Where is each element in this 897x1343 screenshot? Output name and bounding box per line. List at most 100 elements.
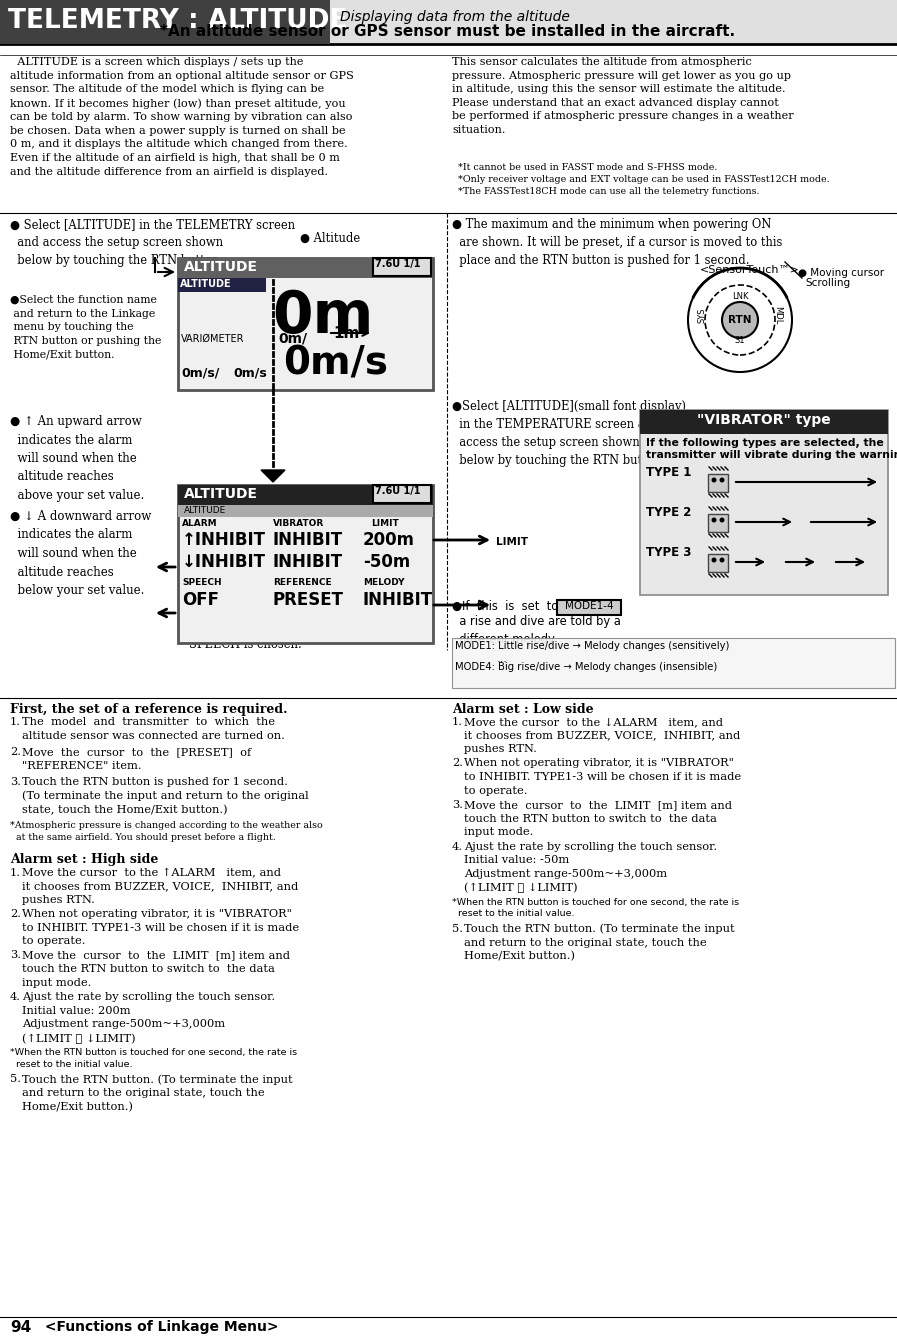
Text: 1.: 1. [452, 717, 463, 727]
Text: ●The ON/OFF switch of
   SPEECH is chosen.: ●The ON/OFF switch of SPEECH is chosen. [178, 620, 319, 651]
Text: <Functions of Linkage Menu>: <Functions of Linkage Menu> [40, 1320, 278, 1334]
FancyBboxPatch shape [708, 555, 728, 572]
FancyBboxPatch shape [373, 485, 431, 504]
FancyBboxPatch shape [178, 278, 266, 291]
Text: ALTITUDE is a screen which displays / sets up the
altitude information from an o: ALTITUDE is a screen which displays / se… [10, 56, 354, 177]
FancyBboxPatch shape [640, 410, 888, 595]
Text: 1.: 1. [10, 717, 21, 727]
Text: Move the cursor  to the ↑ALARM   item, and
it chooses from BUZZER, VOICE,  INHIB: Move the cursor to the ↑ALARM item, and … [22, 868, 298, 905]
Text: Move  the  cursor  to  the  [PRESET]  of
"REFERENCE" item.: Move the cursor to the [PRESET] of "REFE… [22, 747, 251, 771]
Text: RTN: RTN [728, 316, 752, 325]
Text: REFERENCE: REFERENCE [273, 577, 332, 587]
Text: The  model  and  transmitter  to  which  the
altitude sensor was connected are t: The model and transmitter to which the a… [22, 717, 285, 740]
Circle shape [719, 517, 725, 522]
Text: -50m: -50m [363, 553, 410, 571]
Circle shape [711, 517, 717, 522]
FancyBboxPatch shape [557, 600, 621, 615]
Text: TYPE 1: TYPE 1 [646, 466, 692, 479]
Text: MODE1: Little rise/dive → Melody changes (sensitively): MODE1: Little rise/dive → Melody changes… [455, 641, 729, 651]
Text: Move the  cursor  to  the  LIMIT  [m] item and
touch the RTN button to switch to: Move the cursor to the LIMIT [m] item an… [464, 800, 732, 837]
Text: LIMIT: LIMIT [371, 518, 399, 528]
Text: Alarm set : Low side: Alarm set : Low side [452, 702, 594, 716]
Text: VARIØMETER: VARIØMETER [181, 334, 245, 344]
Text: 94: 94 [10, 1320, 31, 1335]
Text: This sensor calculates the altitude from atmospheric
pressure. Atmospheric press: This sensor calculates the altitude from… [452, 56, 794, 136]
Text: 2.: 2. [452, 759, 463, 768]
Text: "VIBRATOR" type: "VIBRATOR" type [697, 414, 831, 427]
Text: ↓INHIBIT: ↓INHIBIT [182, 553, 266, 571]
Text: TELEMETRY : ALTITUDE: TELEMETRY : ALTITUDE [8, 8, 347, 34]
Text: 0m/s: 0m/s [233, 367, 266, 379]
Text: <SensorTouch™>: <SensorTouch™> [700, 265, 800, 275]
Text: Move the cursor  to the ↓ALARM   item, and
it chooses from BUZZER, VOICE,  INHIB: Move the cursor to the ↓ALARM item, and … [464, 717, 740, 755]
Text: 1.: 1. [10, 868, 21, 877]
Text: transmitter will vibrate during the warning.: transmitter will vibrate during the warn… [646, 450, 897, 461]
Text: 3.: 3. [10, 951, 21, 960]
Text: a rise and dive are told by a
  different melody.: a rise and dive are told by a different … [452, 615, 621, 646]
Text: INHIBIT: INHIBIT [363, 591, 433, 608]
Text: ●Select the function name
 and return to the Linkage
 menu by touching the
 RTN : ●Select the function name and return to … [10, 295, 161, 360]
Text: *When the RTN button is touched for one second, the rate is
  reset to the initi: *When the RTN button is touched for one … [452, 897, 739, 919]
Text: Move the  cursor  to  the  LIMIT  [m] item and
touch the RTN button to switch to: Move the cursor to the LIMIT [m] item an… [22, 951, 290, 987]
FancyBboxPatch shape [0, 0, 330, 44]
Text: Scrolling: Scrolling [805, 278, 850, 287]
FancyBboxPatch shape [640, 410, 888, 434]
Text: Alarm set : High side: Alarm set : High side [10, 854, 159, 866]
Text: First, the set of a reference is required.: First, the set of a reference is require… [10, 702, 288, 716]
FancyBboxPatch shape [178, 505, 433, 517]
Text: ALTITUDE: ALTITUDE [184, 506, 226, 514]
Text: 200m: 200m [363, 530, 415, 549]
Text: 0m: 0m [273, 287, 374, 345]
Text: ● Moving cursor: ● Moving cursor [798, 269, 884, 278]
Text: Touch the RTN button. (To terminate the input
and return to the original state, : Touch the RTN button. (To terminate the … [464, 924, 735, 962]
Text: ● ↑ An upward arrow
  indicates the alarm
  will sound when the
  altitude reach: ● ↑ An upward arrow indicates the alarm … [10, 415, 144, 502]
Text: S1: S1 [735, 336, 745, 345]
Text: *It cannot be used in FASST mode and S-FHSS mode.
  *Only receiver voltage and E: *It cannot be used in FASST mode and S-F… [452, 163, 830, 196]
Circle shape [719, 478, 725, 482]
Text: INHIBIT: INHIBIT [273, 553, 344, 571]
Text: VIBRATOR: VIBRATOR [273, 518, 324, 528]
Text: MDL: MDL [773, 306, 782, 324]
Text: 3.: 3. [10, 778, 21, 787]
FancyBboxPatch shape [708, 474, 728, 492]
Text: 4.: 4. [10, 992, 21, 1002]
Polygon shape [261, 470, 285, 482]
Text: Displaying data from the altitude: Displaying data from the altitude [340, 9, 570, 24]
Text: ALTITUDE: ALTITUDE [184, 488, 258, 501]
Text: *Atmospheric pressure is changed according to the weather also
  at the same air: *Atmospheric pressure is changed accordi… [10, 822, 323, 842]
Text: ALARM: ALARM [182, 518, 218, 528]
Text: ALTITUDE: ALTITUDE [180, 279, 231, 289]
Text: ● Select [ALTITUDE] in the TELEMETRY screen
  and access the setup screen shown
: ● Select [ALTITUDE] in the TELEMETRY scr… [10, 218, 295, 267]
Text: 4.: 4. [452, 842, 463, 851]
Text: LNK: LNK [732, 291, 748, 301]
Text: 7.6U 1/1: 7.6U 1/1 [375, 259, 421, 269]
Text: *An altitude sensor or GPS sensor must be installed in the aircraft.: *An altitude sensor or GPS sensor must b… [161, 24, 736, 39]
Text: Ajust the rate by scrolling the touch sensor.
Initial value: -50m
Adjustment ran: Ajust the rate by scrolling the touch se… [464, 842, 717, 893]
Text: ...: ... [497, 654, 508, 663]
Text: TYPE 2: TYPE 2 [646, 506, 692, 518]
FancyBboxPatch shape [178, 485, 433, 505]
Text: SPEECH: SPEECH [182, 577, 222, 587]
Text: When not operating vibrator, it is "VIBRATOR"
to INHIBIT. TYPE1-3 will be chosen: When not operating vibrator, it is "VIBR… [464, 759, 741, 795]
Text: PRESET: PRESET [273, 591, 344, 608]
Text: ●If  this  is  set  to: ●If this is set to [452, 600, 558, 612]
Circle shape [722, 302, 758, 338]
Text: 1m: 1m [333, 326, 360, 341]
FancyBboxPatch shape [373, 258, 431, 277]
Text: 2.: 2. [10, 747, 21, 757]
Text: 7.6U 1/1: 7.6U 1/1 [375, 486, 421, 496]
Circle shape [711, 478, 717, 482]
Text: MODE4: Big rise/dive → Melody changes (insensible): MODE4: Big rise/dive → Melody changes (i… [455, 662, 718, 672]
FancyBboxPatch shape [178, 258, 433, 389]
Text: *When the RTN button is touched for one second, the rate is
  reset to the initi: *When the RTN button is touched for one … [10, 1048, 297, 1069]
Text: 0m/: 0m/ [278, 330, 307, 345]
Text: ● The maximum and the minimum when powering ON
  are shown. It will be preset, i: ● The maximum and the minimum when power… [452, 218, 782, 267]
Text: MODE1-4: MODE1-4 [565, 602, 614, 611]
Text: LIMIT: LIMIT [496, 537, 528, 547]
Text: SYS: SYS [698, 308, 707, 322]
Text: Touch the RTN button is pushed for 1 second.
(To terminate the input and return : Touch the RTN button is pushed for 1 sec… [22, 778, 309, 815]
Text: Touch the RTN button. (To terminate the input
and return to the original state, : Touch the RTN button. (To terminate the … [22, 1074, 292, 1112]
Text: 2.: 2. [10, 909, 21, 919]
Text: TYPE 3: TYPE 3 [646, 547, 692, 559]
FancyBboxPatch shape [0, 0, 897, 44]
